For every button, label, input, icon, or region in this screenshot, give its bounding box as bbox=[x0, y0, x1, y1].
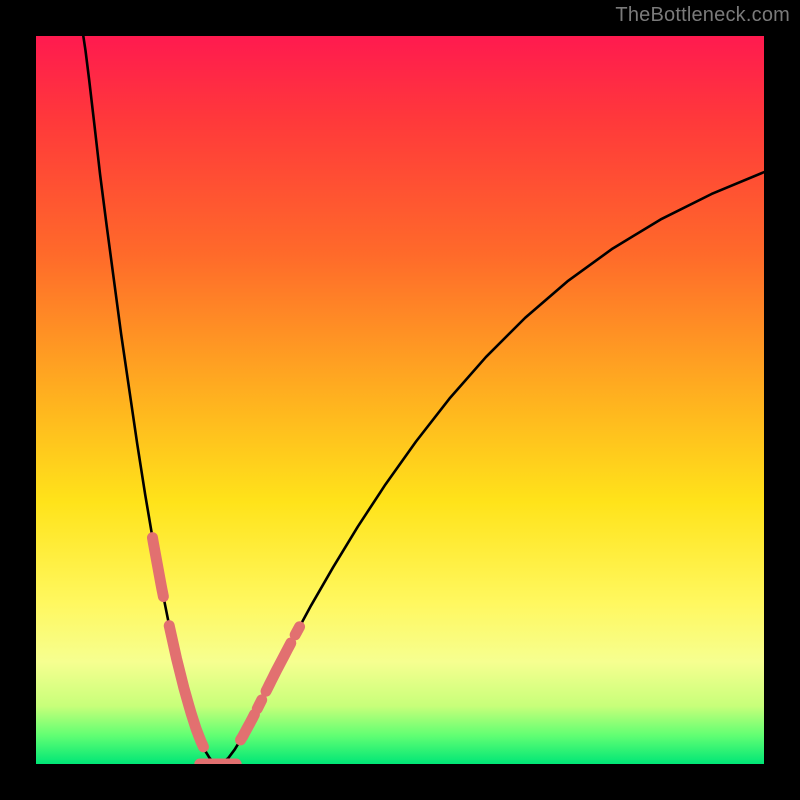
left-curve bbox=[83, 36, 218, 764]
marker-segment-1 bbox=[169, 626, 203, 747]
marker-segment-5 bbox=[266, 643, 291, 691]
chart-svg bbox=[36, 36, 764, 764]
marker-segment-3 bbox=[241, 715, 255, 740]
marker-segment-4 bbox=[257, 700, 261, 709]
chart-frame: TheBottleneck.com bbox=[0, 0, 800, 800]
right-curve bbox=[218, 172, 764, 764]
plot-area bbox=[36, 36, 764, 764]
marker-group bbox=[152, 538, 299, 764]
marker-segment-0 bbox=[152, 538, 163, 597]
marker-segment-6 bbox=[295, 627, 299, 635]
watermark-text: TheBottleneck.com bbox=[615, 4, 790, 27]
